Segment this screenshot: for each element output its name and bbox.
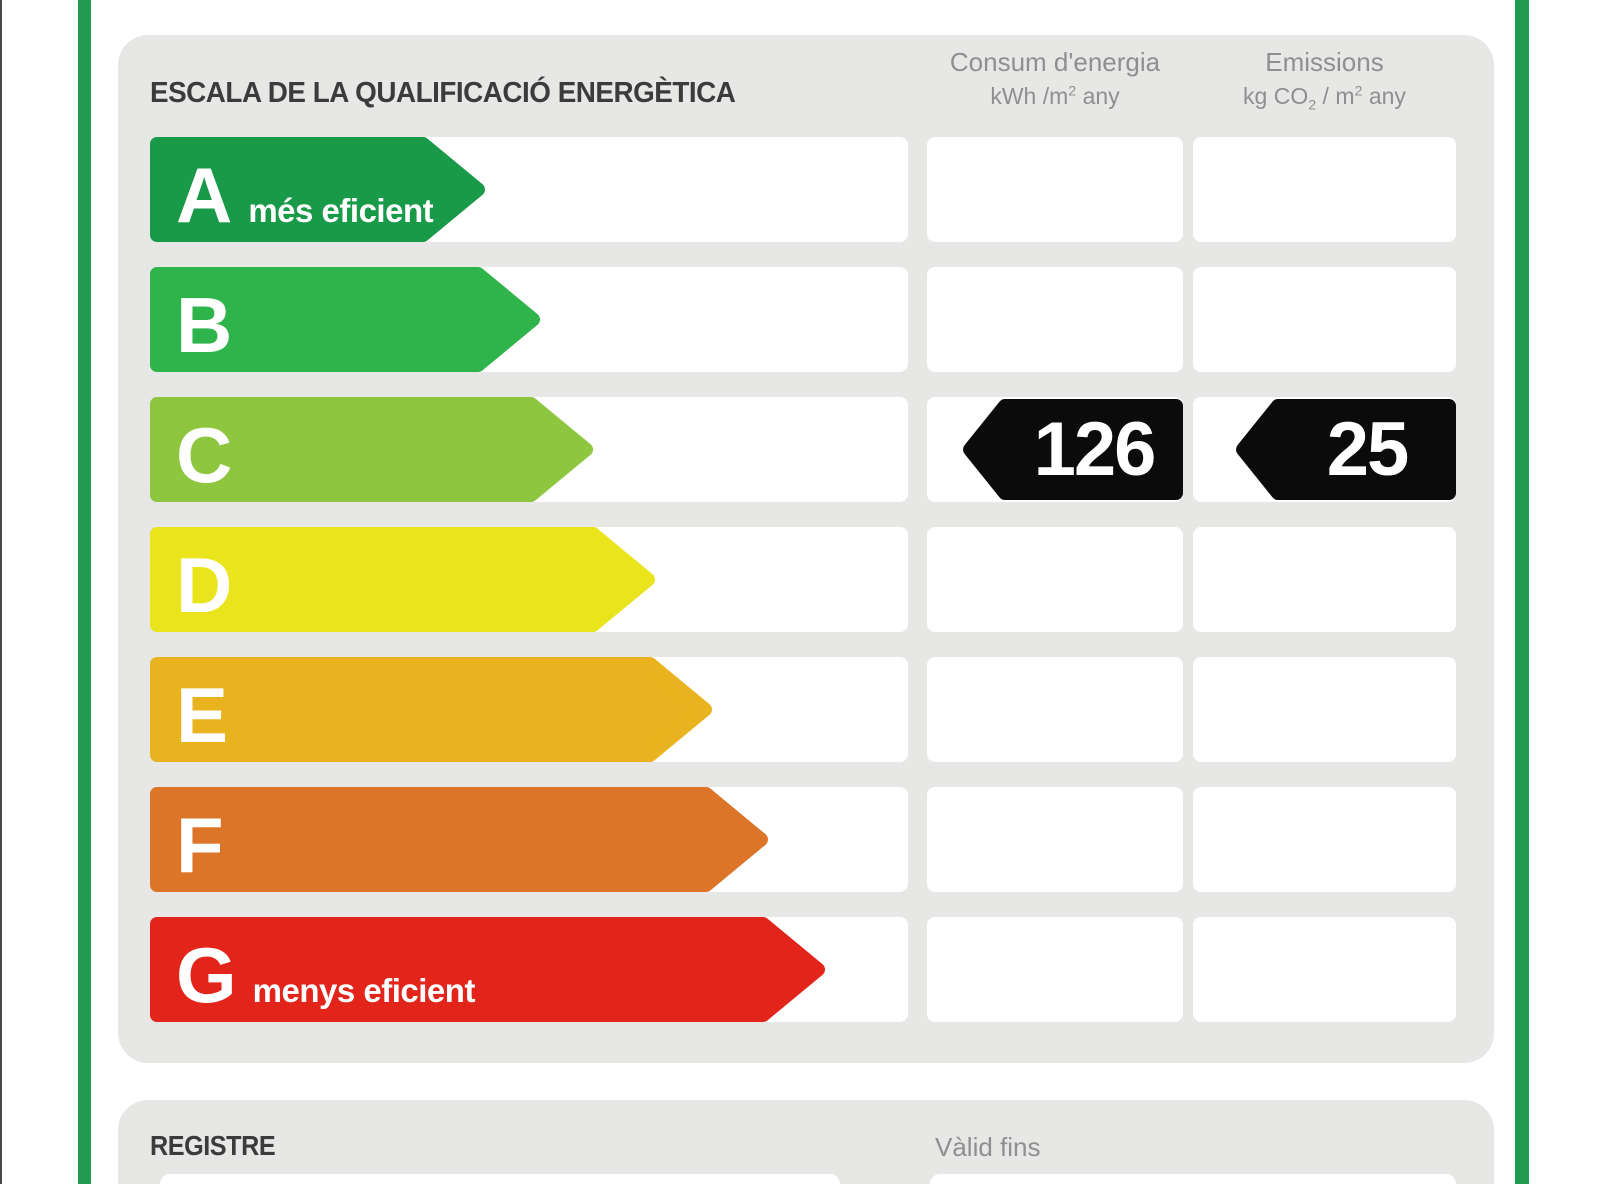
rating-bar-text-c: C [176, 416, 232, 494]
emissions-cell-e [1193, 657, 1456, 762]
consumption-cell-e [927, 657, 1183, 762]
emissions-value: 25 [1326, 407, 1410, 492]
emissions-column-header: Emissions kg CO2 / m2 any [1193, 47, 1456, 114]
emissions-header-label: Emissions [1265, 47, 1384, 77]
scale-row-f: F [118, 787, 1494, 892]
emissions-cell-b [1193, 267, 1456, 372]
registre-label: REGISTRE [150, 1130, 276, 1161]
emissions-value-marker: 25 [1236, 399, 1456, 500]
consumption-header-label: Consum d'energia [949, 47, 1161, 77]
rating-bar-b: B [150, 267, 540, 372]
rating-letter-c: C [176, 411, 233, 499]
emissions-header-unit: kg CO2 / m2 any [1243, 83, 1406, 114]
consumption-cell-b [927, 267, 1183, 372]
energy-scale-panel: ESCALA DE LA QUALIFICACIÓ ENERGÈTICA Con… [118, 35, 1494, 1063]
consumption-value-marker: 126 [963, 399, 1183, 500]
rating-arrow-shape-e [150, 657, 712, 762]
consumption-cell-a [927, 137, 1183, 242]
rating-arrow-shape-b [150, 267, 540, 372]
registre-panel: REGISTRE Vàlid fins [118, 1100, 1494, 1184]
scale-row-c: C 126 25 [118, 397, 1494, 502]
rating-bar-text-d: D [176, 546, 232, 624]
rating-arrow-shape-g [150, 917, 825, 1022]
rating-bar-f: F [150, 787, 768, 892]
consumption-column-header: Consum d'energia kWh /m2 any [927, 47, 1183, 110]
rating-bar-e: E [150, 657, 712, 762]
rating-bar-text-b: B [176, 286, 232, 364]
rating-bar-d: D [150, 527, 655, 632]
page-border-line [0, 0, 2, 1184]
rating-bar-text-e: E [176, 676, 228, 754]
rating-bar-c: C [150, 397, 593, 502]
rating-letter-b: B [176, 281, 233, 369]
rating-caption-a: més eficient [248, 192, 434, 229]
valid-until-value-box [930, 1174, 1456, 1184]
scale-row-d: D [118, 527, 1494, 632]
rating-letter-e: E [176, 671, 229, 759]
scale-row-b: B [118, 267, 1494, 372]
rating-arrow-shape-d [150, 527, 655, 632]
scale-title: ESCALA DE LA QUALIFICACIÓ ENERGÈTICA [150, 77, 736, 109]
emissions-cell-d [1193, 527, 1456, 632]
emissions-cell-f [1193, 787, 1456, 892]
rating-bar-text-f: F [176, 806, 224, 884]
valid-until-label: Vàlid fins [935, 1132, 1041, 1162]
rating-caption-g: menys eficient [252, 972, 476, 1009]
emissions-cell-a [1193, 137, 1456, 242]
registre-value-box [160, 1174, 840, 1184]
consumption-value: 126 [1033, 407, 1157, 492]
rating-letter-a: A [176, 151, 233, 239]
rating-letter-g: G [176, 931, 237, 1019]
consumption-cell-d [927, 527, 1183, 632]
rating-letter-f: F [176, 801, 224, 889]
green-stripe-right [1515, 0, 1529, 1184]
rating-arrow-shape-f [150, 787, 768, 892]
scale-row-e: E [118, 657, 1494, 762]
emissions-cell-g [1193, 917, 1456, 1022]
consumption-cell-f [927, 787, 1183, 892]
rating-arrow-shape-a [150, 137, 485, 242]
consumption-header-unit: kWh /m2 any [990, 83, 1120, 110]
consumption-marker-arrow-icon [963, 399, 1183, 500]
rating-letter-d: D [176, 541, 233, 629]
consumption-cell-g [927, 917, 1183, 1022]
green-stripe-left [78, 0, 91, 1184]
rating-arrow-shape-c [150, 397, 593, 502]
emissions-marker-arrow-icon [1236, 399, 1456, 500]
